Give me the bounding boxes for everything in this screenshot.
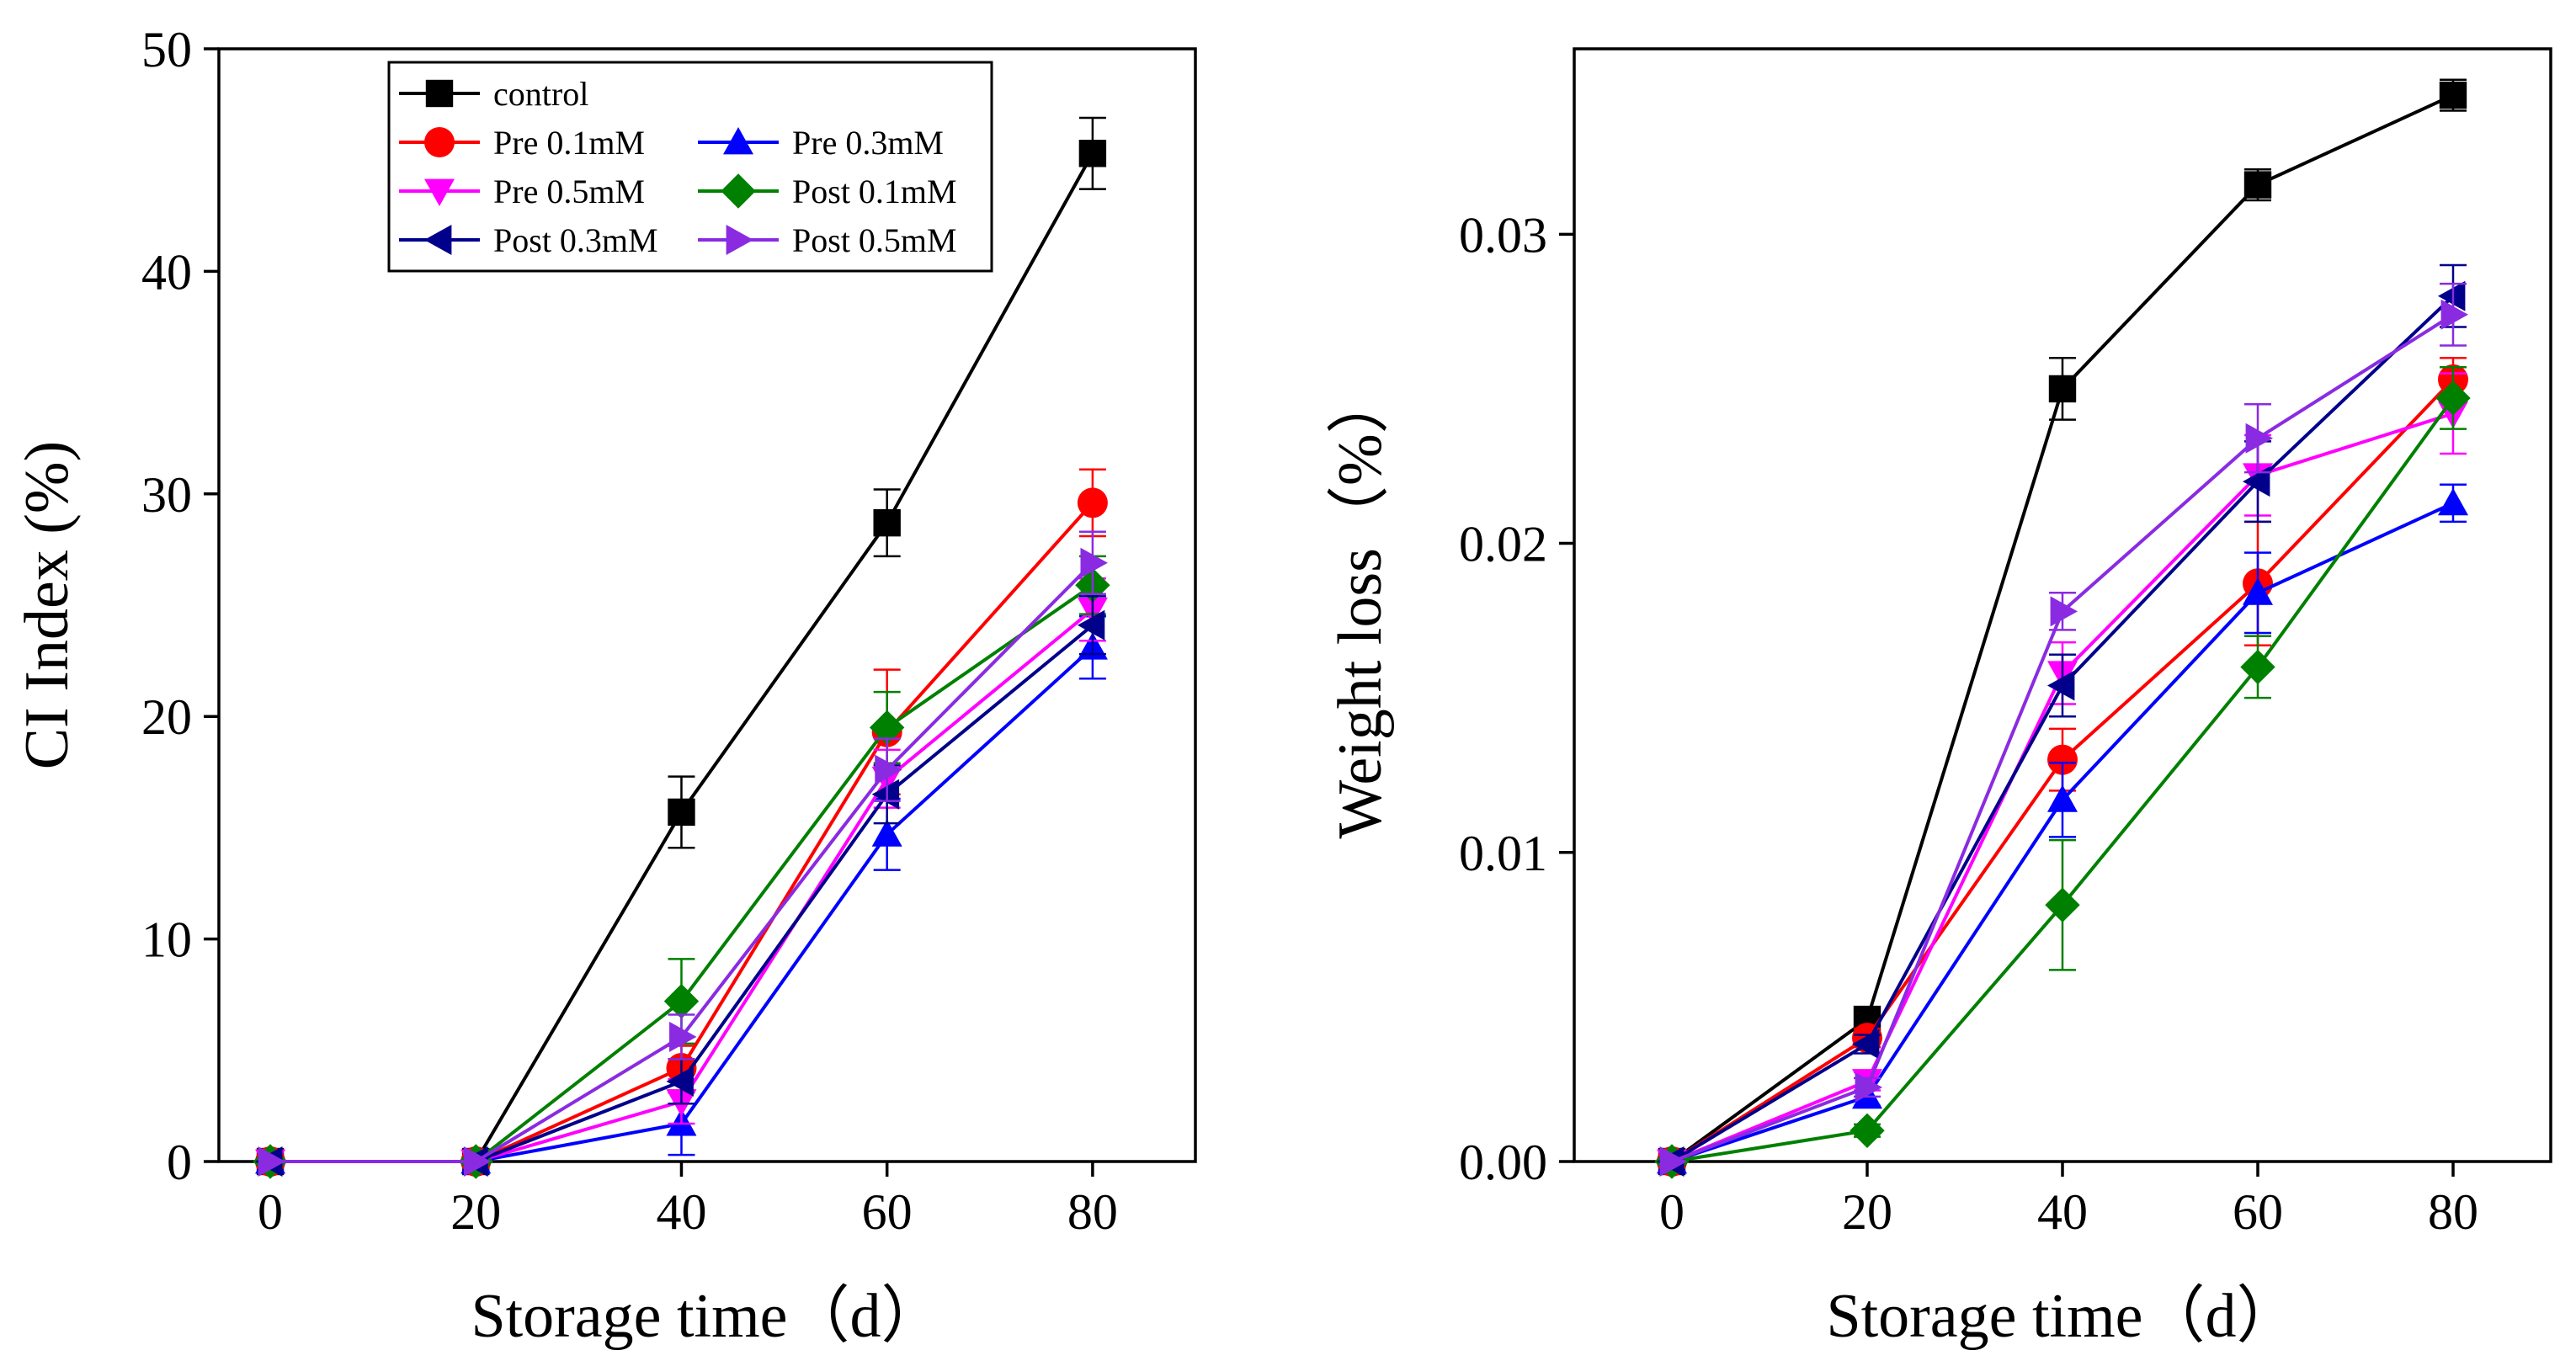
left-legend-box bbox=[387, 61, 993, 273]
right-series-post-0-5mm bbox=[1659, 282, 2468, 1177]
left-data-point bbox=[666, 1066, 694, 1097]
right-data-point bbox=[2045, 887, 2080, 922]
right-x-tick-label: 20 bbox=[1842, 1184, 1892, 1240]
left-data-point bbox=[875, 754, 902, 785]
left-data-point bbox=[1080, 547, 1108, 578]
right-x-axis-title: Storage time（d） bbox=[1826, 1282, 2298, 1351]
right-x-tick-label: 0 bbox=[1659, 1184, 1685, 1240]
right-y-tick-label: 0.02 bbox=[1459, 517, 1547, 572]
left-y-tick-label: 0 bbox=[167, 1135, 192, 1190]
legend-marker bbox=[726, 225, 753, 255]
right-data-point bbox=[1659, 1146, 1687, 1177]
legend-marker bbox=[424, 178, 455, 206]
left-data-point bbox=[663, 983, 700, 1019]
right-data-point bbox=[2047, 784, 2078, 812]
right-x-tick-label: 40 bbox=[2037, 1184, 2088, 1240]
left-x-axis-title: Storage time（d） bbox=[471, 1282, 943, 1351]
weight-loss-chart: 0 20 40 60 80 0.00 0.01 0.02 0.03 Storage time（d）… bbox=[1326, 47, 2552, 1351]
left-y-tick-label: 40 bbox=[141, 244, 192, 300]
legend-label: Post 0.1mM bbox=[792, 173, 957, 210]
left-series-post-0-5mm bbox=[258, 530, 1108, 1177]
legend-marker bbox=[723, 127, 753, 155]
right-data-point bbox=[2243, 577, 2273, 605]
right-data-point bbox=[1850, 1113, 1885, 1148]
legend-label: Pre 0.1mM bbox=[493, 124, 645, 162]
legend-marker bbox=[425, 79, 454, 108]
right-data-point bbox=[2438, 280, 2466, 311]
left-y-axis-title: CI Index (%) bbox=[13, 441, 82, 769]
right-data-point bbox=[2439, 81, 2467, 109]
right-data-point bbox=[2048, 375, 2077, 403]
right-data-point bbox=[2243, 466, 2270, 497]
legend-item-pre-0-1mm: Pre 0.1mM bbox=[399, 124, 645, 162]
right-y-tick-label: 0.03 bbox=[1459, 207, 1547, 263]
legend-label: Post 0.5mM bbox=[792, 221, 957, 259]
left-y-tick-label: 30 bbox=[141, 467, 192, 523]
right-x-tick-label: 60 bbox=[2233, 1184, 2283, 1240]
right-data-point bbox=[2047, 744, 2078, 775]
legend-label: Pre 0.5mM bbox=[493, 173, 645, 210]
legend-item-pre-0-5mm: Pre 0.5mM bbox=[399, 173, 645, 210]
legend-marker bbox=[721, 173, 756, 209]
left-legend: control Pre 0.1mM Pre 0.3mM Pre 0.5mM Post 0… bbox=[387, 61, 993, 273]
left-x-tick-label: 80 bbox=[1067, 1184, 1118, 1240]
right-data-point bbox=[2435, 380, 2471, 416]
left-data-point bbox=[871, 819, 902, 847]
legend-marker bbox=[424, 225, 452, 255]
left-data-point bbox=[463, 1146, 492, 1177]
right-data-point bbox=[2240, 649, 2275, 685]
left-plot-frame bbox=[217, 47, 1197, 1163]
right-data-point bbox=[2245, 423, 2273, 454]
legend-item-post-0-1mm: Post 0.1mM bbox=[698, 173, 957, 210]
right-y-axis-title: Weight loss（%） bbox=[1326, 371, 1395, 838]
right-data-point bbox=[2243, 171, 2272, 199]
left-y-tick-label: 50 bbox=[141, 22, 192, 77]
right-data-point bbox=[1852, 1029, 1880, 1060]
right-data-point bbox=[2050, 596, 2078, 627]
left-data-point bbox=[869, 710, 905, 746]
left-y-tick-label: 20 bbox=[141, 689, 192, 745]
right-series-pre-0-3mm bbox=[1657, 483, 2468, 1174]
legend-item-post-0-5mm: Post 0.5mM bbox=[698, 221, 957, 259]
right-data-point bbox=[2047, 670, 2075, 701]
left-data-point bbox=[1078, 140, 1107, 167]
legend-label: Post 0.3mM bbox=[493, 221, 658, 259]
left-data-point bbox=[873, 508, 901, 537]
right-data-point bbox=[1855, 1071, 1882, 1103]
legend-item-pre-0-3mm: Pre 0.3mM bbox=[698, 124, 944, 162]
right-y-tick-label: 0.00 bbox=[1459, 1135, 1547, 1190]
left-x-tick-label: 20 bbox=[450, 1184, 501, 1240]
legend-marker bbox=[424, 127, 455, 157]
left-x-tick-label: 40 bbox=[656, 1184, 706, 1240]
ci-index-chart: 0 20 40 60 80 0 10 20 30 40 50 Storage time（d） CI In… bbox=[13, 22, 1197, 1351]
left-data-point bbox=[258, 1146, 286, 1177]
left-data-point bbox=[1077, 487, 1108, 518]
left-x-tick-label: 0 bbox=[258, 1184, 283, 1240]
legend-item-control: control bbox=[399, 75, 588, 113]
left-data-point bbox=[669, 1021, 697, 1052]
left-series-post-0-3mm bbox=[255, 595, 1106, 1177]
right-data-point bbox=[2440, 299, 2468, 330]
left-data-point bbox=[668, 798, 695, 827]
left-data-point bbox=[1077, 609, 1105, 641]
legend-label: control bbox=[493, 75, 588, 113]
right-x-tick-label: 80 bbox=[2428, 1184, 2478, 1240]
right-data-point bbox=[2438, 487, 2468, 516]
left-x-tick-label: 60 bbox=[862, 1184, 913, 1240]
legend-label: Pre 0.3mM bbox=[792, 124, 944, 162]
right-y-tick-label: 0.01 bbox=[1459, 826, 1547, 881]
left-y-tick-label: 10 bbox=[141, 912, 192, 968]
legend-item-post-0-3mm: Post 0.3mM bbox=[399, 221, 658, 259]
